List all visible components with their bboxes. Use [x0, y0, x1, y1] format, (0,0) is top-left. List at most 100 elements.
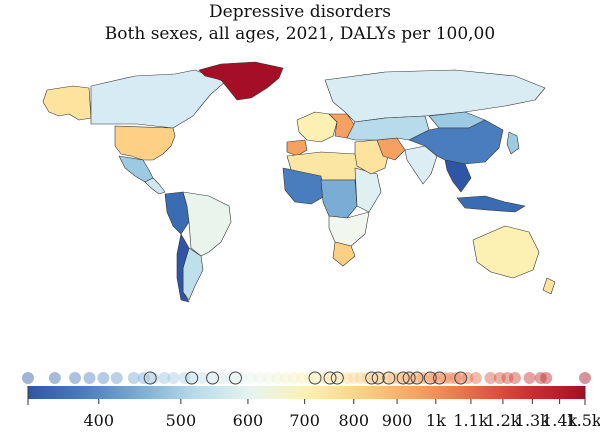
legend-highlight-ring: [396, 371, 410, 385]
legend-dot: [579, 372, 591, 384]
legend-tick-label: 900: [382, 411, 413, 430]
legend-dot: [493, 372, 506, 384]
region-indonesia[interactable]: [456, 195, 526, 213]
region-southeast-asia[interactable]: [444, 159, 472, 193]
region-south-america-main[interactable]: [182, 191, 232, 257]
legend-dot: [262, 372, 275, 384]
region-south-africa[interactable]: [332, 241, 356, 267]
legend-ticks: 400 500 600 700 800 900 1k 1.1k1.2k1.3k1.4k1.5k: [27, 386, 600, 430]
region-russia[interactable]: [324, 69, 546, 123]
legend-dot: [484, 372, 497, 384]
legend-dot: [226, 372, 239, 384]
legend-tick-label: 1.3k: [515, 411, 550, 430]
legend-tick-label: 1.5k: [566, 411, 600, 430]
legend-dot: [319, 372, 332, 384]
region-iberia[interactable]: [286, 139, 308, 157]
legend-svg: 400 500 600 700 800 900 1k 1.1k1.2k1.3k1.4k1.5k: [22, 371, 600, 430]
legend-highlight-ring: [423, 371, 437, 385]
legend-highlight-ring: [365, 371, 379, 385]
legend-tick-label: 400: [83, 411, 114, 430]
legend-highlight-ring: [323, 371, 337, 385]
legend-dot: [253, 372, 266, 384]
legend-highlight-ring: [402, 371, 416, 385]
legend-highlight-ring: [143, 371, 157, 385]
legend-dot: [146, 372, 159, 384]
legend-dot: [454, 372, 467, 384]
legend-dot: [279, 372, 292, 384]
legend-dot: [461, 372, 474, 384]
legend-dot: [97, 372, 110, 384]
region-east-africa[interactable]: [354, 167, 382, 213]
legend-dot: [127, 372, 140, 384]
legend-tick-label: 1k: [426, 411, 446, 430]
legend-dot: [347, 372, 360, 384]
legend-highlight-ring: [371, 371, 385, 385]
region-greenland[interactable]: [198, 61, 284, 101]
legend-dot: [178, 372, 191, 384]
legend-highlight-rings: [143, 371, 468, 385]
legend-dot: [386, 372, 399, 384]
legend-dot: [438, 372, 451, 384]
legend-highlight-ring: [330, 371, 344, 385]
legend-highlight-ring: [454, 371, 468, 385]
region-usa[interactable]: [114, 125, 176, 161]
legend-dot: [449, 372, 462, 384]
legend-dot: [303, 372, 316, 384]
world-choropleth-map[interactable]: [25, 56, 585, 356]
map-title-block: Depressive disorders Both sexes, all age…: [0, 0, 600, 45]
legend-dot: [393, 372, 406, 384]
legend-tick-label: 1.4k: [542, 411, 577, 430]
legend-dot: [216, 372, 229, 384]
legend-highlight-ring: [382, 371, 396, 385]
legend-dot: [534, 372, 547, 384]
region-southern-africa[interactable]: [328, 211, 370, 247]
map-subtitle: Both sexes, all ages, 2021, DALYs per 10…: [104, 24, 496, 44]
legend-dot: [361, 372, 374, 384]
map-svg: [42, 61, 556, 303]
legend-dot: [340, 372, 353, 384]
region-alaska[interactable]: [42, 85, 92, 121]
region-central-africa[interactable]: [320, 179, 358, 219]
legend-highlight-ring: [433, 371, 447, 385]
region-china[interactable]: [408, 119, 504, 165]
legend-dot: [469, 372, 482, 384]
legend-dot: [295, 372, 308, 384]
legend-highlight-ring: [410, 371, 424, 385]
legend-highlight-ring: [206, 371, 220, 385]
legend-dot: [271, 372, 284, 384]
legend-tick-label: 800: [338, 411, 369, 430]
legend-tick-label: 1.1k: [453, 411, 488, 430]
legend-tick-label: 700: [289, 411, 320, 430]
legend-dot: [244, 372, 257, 384]
legend-dot: [354, 372, 367, 384]
legend-dot: [433, 372, 446, 384]
region-west-africa[interactable]: [282, 167, 326, 205]
legend-dot: [523, 372, 536, 384]
region-australia[interactable]: [472, 225, 540, 279]
region-europe[interactable]: [296, 111, 338, 143]
legend-tick-label: 500: [166, 411, 197, 430]
legend-dot: [196, 372, 209, 384]
legend-dot: [185, 372, 198, 384]
legend-dot: [206, 372, 219, 384]
legend-value-dots: [22, 372, 591, 384]
region-central-asia[interactable]: [346, 115, 430, 141]
legend-highlight-ring: [228, 371, 242, 385]
region-central-america[interactable]: [144, 177, 166, 195]
legend-highlight-ring: [308, 371, 322, 385]
legend-color-bar: [28, 386, 585, 399]
region-canada[interactable]: [90, 69, 226, 129]
legend-dot: [444, 372, 457, 384]
legend-dot: [501, 372, 514, 384]
legend-dot: [287, 372, 300, 384]
legend-dot: [48, 372, 61, 384]
legend-dot: [69, 372, 82, 384]
legend-dot: [508, 372, 521, 384]
region-chile[interactable]: [176, 233, 190, 303]
region-japan[interactable]: [506, 131, 520, 155]
region-new-zealand[interactable]: [542, 277, 556, 295]
color-legend: 400 500 600 700 800 900 1k 1.1k 1.2k 1.3k 1.4k 1.5k: [0, 362, 600, 434]
legend-dot: [167, 372, 180, 384]
legend-tick-label: 1.2k: [485, 411, 520, 430]
legend-dot: [22, 372, 34, 384]
